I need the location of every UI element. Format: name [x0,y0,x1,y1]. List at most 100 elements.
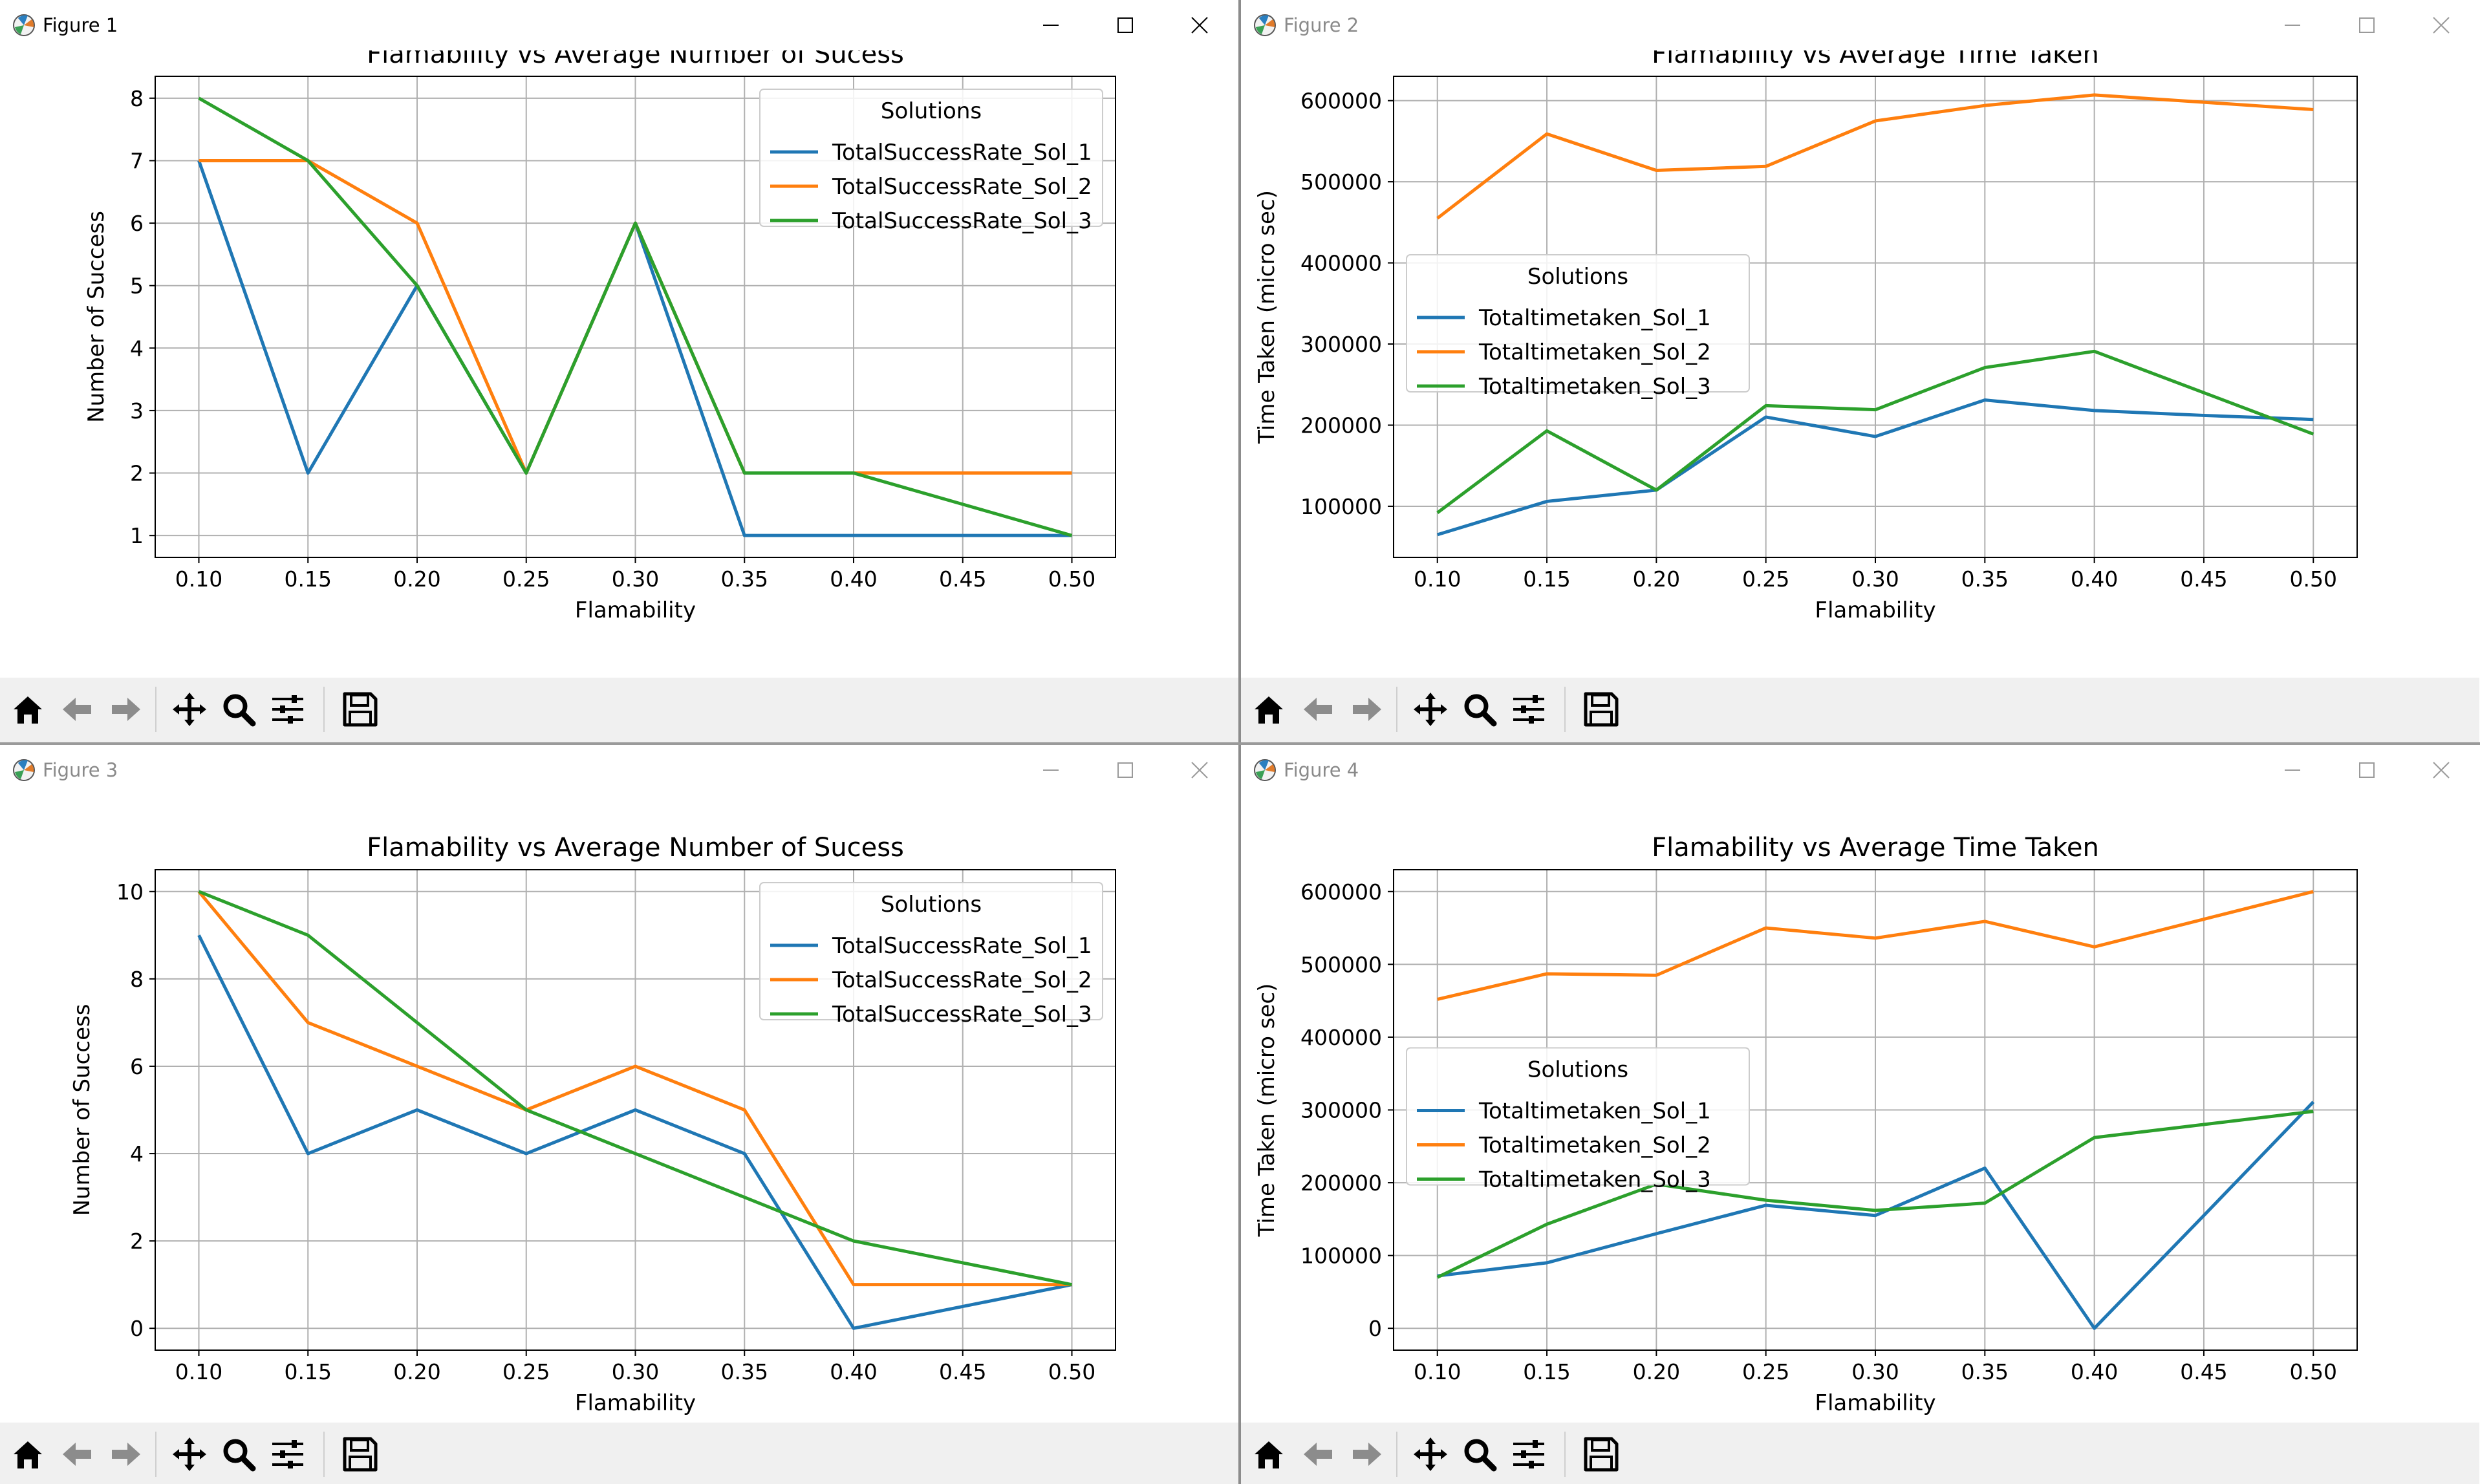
legend-entry-label: TotalSuccessRate_Sol_1 [832,140,1092,166]
toolbar-separator [323,1432,325,1477]
y-tick-label: 300000 [1300,1098,1382,1123]
legend-entry-label: TotalSuccessRate_Sol_3 [832,1002,1092,1027]
close-button[interactable] [2406,750,2477,790]
zoom-icon [223,694,256,727]
x-tick-label: 0.15 [1523,566,1570,592]
forward-arrow-icon [112,1443,140,1466]
configure-subplots-button[interactable] [264,1430,312,1478]
y-tick-label: 5 [130,274,144,299]
forward-arrow-button[interactable] [1343,685,1391,733]
title-bar[interactable]: Figure 2 [1241,0,2480,50]
title-bar[interactable]: Figure 1 [0,0,1238,50]
x-tick-label: 0.35 [1961,1359,2009,1384]
legend: Solutions Totaltimetaken_Sol_1 Totaltimeta… [1406,254,1750,400]
zoom-button[interactable] [215,1430,263,1478]
home-icon [14,1441,42,1468]
x-tick-label: 0.15 [285,1359,332,1384]
maximize-button[interactable] [2331,5,2402,45]
x-tick-label: 0.40 [830,566,877,592]
forward-arrow-icon [1353,698,1381,721]
y-axis-label: Time Taken (micro sec) [1254,190,1280,444]
x-tick-label: 0.20 [393,1359,440,1384]
forward-arrow-button[interactable] [102,685,150,733]
home-button[interactable] [1245,685,1293,733]
maximize-button[interactable] [1090,750,1161,790]
configure-subplots-button[interactable] [1505,1430,1553,1478]
configure-subplots-button[interactable] [264,685,312,733]
x-tick-label: 0.50 [1048,1359,1095,1384]
back-arrow-button[interactable] [1294,685,1342,733]
x-axis-label: Flamability [575,1390,696,1416]
y-tick-label: 0 [1368,1316,1382,1341]
y-tick-label: 2 [130,1229,144,1254]
navigation-toolbar [1241,678,2479,742]
save-button[interactable] [336,1430,384,1478]
maximize-button[interactable] [2331,750,2402,790]
forward-arrow-button[interactable] [1343,1430,1391,1478]
toolbar-separator [155,687,156,732]
forward-arrow-icon [1353,1443,1381,1466]
figure-canvas[interactable]: 0.10 0.15 0.20 0.25 0.30 0.35 0.40 0.45 0.50 0 2 4 6… [0,795,1238,1423]
configure-subplots-icon [272,695,303,724]
window-title: Figure 3 [43,759,118,781]
configure-subplots-icon [272,1440,303,1468]
configure-subplots-button[interactable] [1505,685,1553,733]
close-button[interactable] [1164,750,1235,790]
y-axis-label: Number of Success [69,1004,95,1216]
zoom-button[interactable] [1456,1430,1504,1478]
close-button[interactable] [1164,5,1235,45]
pan-button[interactable] [166,685,213,733]
figure-canvas[interactable]: 0.10 0.15 0.20 0.25 0.30 0.35 0.40 0.45 0.50 1000… [1241,50,2479,678]
pan-button[interactable] [1407,1430,1454,1478]
back-arrow-button[interactable] [1294,1430,1342,1478]
back-arrow-button[interactable] [53,1430,101,1478]
pan-button[interactable] [1407,685,1454,733]
chart-title: Flamability vs Average Time Taken [1652,50,2099,69]
window-title: Figure 1 [43,14,118,36]
minimize-button[interactable] [1015,5,1086,45]
series-line-TotalSuccessRate_Sol_1 [197,934,1072,1330]
save-button[interactable] [336,685,384,733]
window-title: Figure 2 [1284,14,1359,36]
legend-entry-label: Totaltimetaken_Sol_1 [1478,305,1711,331]
forward-arrow-button[interactable] [102,1430,150,1478]
y-tick-label: 200000 [1300,1170,1382,1196]
configure-subplots-icon [1513,1440,1544,1468]
home-button[interactable] [4,1430,52,1478]
legend-title: Solutions [1527,1057,1628,1083]
maximize-button[interactable] [1090,5,1161,45]
back-arrow-button[interactable] [53,685,101,733]
figure-window-2: Figure 2 0.10 0.15 0.20 0.25 0.30 0.35 0.40 0.45… [1241,0,2480,742]
series-line-Totaltimetaken_Sol_1 [1437,398,2314,537]
minimize-button[interactable] [2257,750,2328,790]
minimize-button[interactable] [2257,5,2328,45]
maximize-icon [1117,762,1133,778]
zoom-button[interactable] [1456,685,1504,733]
y-tick-label: 10 [116,879,144,905]
figure-canvas[interactable]: 0.10 0.15 0.20 0.25 0.30 0.35 0.40 0.45 0.50 1 2 3 4… [0,50,1238,678]
y-tick-label: 400000 [1300,251,1382,276]
title-bar[interactable]: Figure 4 [1241,745,2480,795]
zoom-button[interactable] [215,685,263,733]
legend-entry-label: Totaltimetaken_Sol_3 [1478,374,1711,400]
legend-entry-label: Totaltimetaken_Sol_2 [1478,1133,1711,1159]
legend-entry-label: Totaltimetaken_Sol_3 [1478,1167,1711,1193]
save-icon [343,1437,378,1472]
title-bar[interactable]: Figure 3 [0,745,1238,795]
home-button[interactable] [1245,1430,1293,1478]
save-button[interactable] [1577,685,1625,733]
grid [1394,76,2357,557]
pan-button[interactable] [166,1430,213,1478]
x-tick-label: 0.25 [502,566,550,592]
series-line-TotalSuccessRate_Sol_3 [198,96,1073,537]
close-button[interactable] [2406,5,2477,45]
y-tick-label: 400000 [1300,1025,1382,1050]
home-icon [1255,1441,1283,1468]
y-axis-label: Number of Success [83,211,109,423]
y-tick-label: 8 [130,86,144,111]
minimize-button[interactable] [1015,750,1086,790]
home-button[interactable] [4,685,52,733]
y-tick-label: 4 [130,1141,144,1167]
figure-canvas[interactable]: 0.10 0.15 0.20 0.25 0.30 0.35 0.40 0.45 0.50 0 100… [1241,795,2479,1423]
save-button[interactable] [1577,1430,1625,1478]
